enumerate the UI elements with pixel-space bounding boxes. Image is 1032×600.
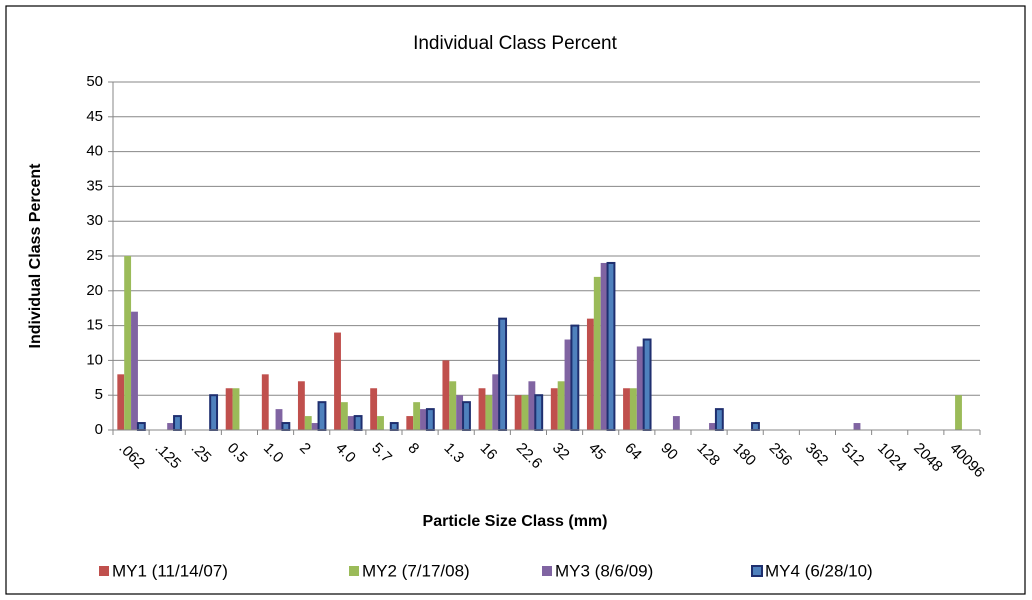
bar (955, 395, 962, 430)
bar (478, 388, 486, 430)
bar (709, 423, 716, 430)
y-tick-label: 40 (86, 143, 103, 160)
bar (623, 388, 630, 430)
y-tick-label: 0 (95, 421, 103, 438)
y-tick-label: 30 (86, 212, 103, 229)
legend-swatch (751, 565, 763, 577)
bar (347, 416, 355, 430)
bar (425, 408, 435, 431)
bar (534, 394, 544, 432)
bar (297, 381, 305, 430)
y-tick-label: 15 (86, 317, 103, 334)
legend-swatch (542, 566, 552, 576)
y-tick-label: 20 (86, 282, 103, 299)
bar (131, 311, 138, 430)
bar (353, 415, 363, 431)
bar (311, 423, 319, 430)
bar (564, 339, 572, 430)
bar (606, 261, 616, 431)
bar (406, 416, 414, 430)
bar (462, 401, 471, 432)
bar (413, 402, 421, 430)
y-axis-title: Individual Class Percent (27, 163, 44, 349)
bar (600, 262, 608, 430)
bar (340, 402, 348, 430)
x-axis-title: Particle Size Class (mm) (423, 513, 608, 530)
bar (232, 388, 240, 430)
bar (853, 423, 861, 430)
bar (528, 381, 536, 430)
bar (456, 395, 464, 430)
bar (377, 416, 384, 430)
bar (261, 374, 269, 430)
bar (492, 374, 500, 430)
bar (370, 388, 378, 430)
y-tick-label: 35 (86, 177, 103, 194)
bar (136, 422, 146, 432)
bar (521, 395, 529, 430)
legend-label: MY1 (11/14/07) (112, 561, 228, 580)
bar (317, 401, 327, 432)
legend-swatch (99, 566, 109, 576)
bar (586, 318, 594, 430)
bar (117, 374, 125, 430)
bar (557, 381, 565, 430)
chart-title: Individual Class Percent (413, 33, 618, 54)
bar (485, 395, 493, 430)
bar (629, 388, 637, 430)
y-tick-label: 5 (95, 386, 103, 403)
y-tick-label: 10 (86, 351, 103, 368)
bar (304, 416, 312, 430)
bar (225, 388, 233, 430)
bar (167, 423, 175, 430)
bar (714, 408, 724, 431)
bar (173, 415, 182, 431)
bar (449, 381, 457, 430)
bar (124, 256, 132, 430)
bar (334, 332, 341, 430)
bar (593, 276, 601, 430)
bar (389, 422, 399, 432)
legend-label: MY3 (8/6/09) (555, 561, 653, 580)
legend-label: MY2 (7/17/08) (362, 561, 470, 580)
bar (672, 416, 680, 430)
y-tick-label: 50 (86, 73, 103, 90)
bar (570, 324, 580, 432)
bar (514, 395, 522, 430)
legend-label: MY4 (6/28/10) (765, 561, 873, 580)
bar (642, 338, 652, 431)
chart-frame (5, 5, 1026, 595)
legend-swatch (349, 566, 359, 576)
bar (498, 317, 508, 432)
bar (550, 388, 558, 430)
bar (209, 394, 219, 432)
bar (751, 422, 760, 432)
y-tick-label: 25 (86, 247, 103, 264)
bar (275, 409, 283, 430)
y-tick-label: 45 (86, 108, 103, 125)
bar (420, 409, 427, 430)
bar (281, 422, 291, 432)
bar (636, 346, 644, 430)
bar (442, 360, 450, 430)
